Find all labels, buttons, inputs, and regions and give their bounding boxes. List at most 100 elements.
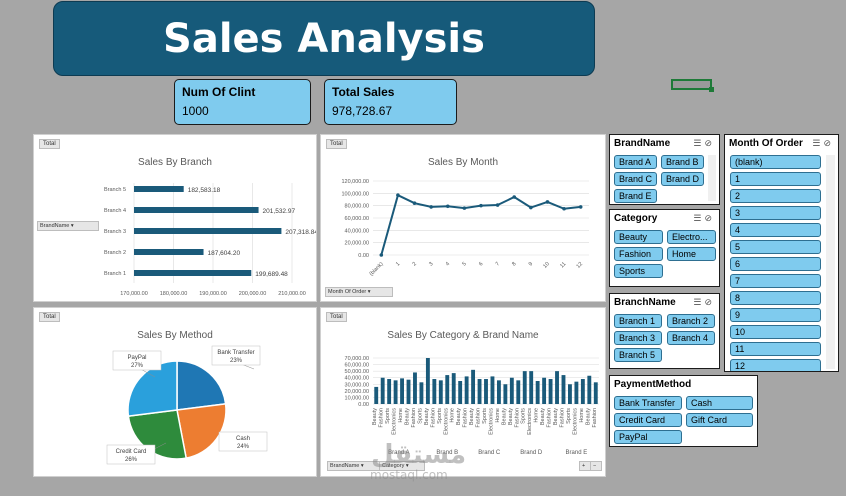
slicer-month-of-order[interactable]: Month Of Order ☰⊘ (blank) 1 2 3 4 5 6 7 8 9 10 11 12: [724, 134, 839, 372]
data-label: 187,604.20: [208, 250, 241, 257]
x-tick-label: Home: [398, 408, 404, 423]
slicer-branchname[interactable]: BranchName ☰⊘ Branch 1 Branch 2 Branch 3…: [609, 293, 720, 369]
slice-label: Credit Card: [116, 449, 147, 455]
bar: [522, 371, 527, 404]
kpi-value: 1000: [182, 104, 209, 118]
x-tick-label: Beauty: [456, 408, 462, 425]
slice-label: Cash: [236, 436, 250, 442]
x-tick-label: Beauty: [424, 408, 430, 425]
slicer-item[interactable]: Fashion: [614, 247, 663, 261]
slicer-brandname[interactable]: BrandName ☰⊘ Brand A Brand B Brand C Bra…: [609, 134, 720, 205]
pivot-field-button[interactable]: Total: [39, 312, 60, 322]
slicer-tools[interactable]: ☰⊘: [812, 138, 834, 149]
bar: [542, 377, 547, 404]
x-tick-label: 10: [542, 261, 551, 270]
selected-cell[interactable]: [671, 79, 714, 92]
slicer-item[interactable]: Sports: [614, 264, 663, 278]
x-tick-label: Electronics: [527, 408, 533, 435]
slicer-item[interactable]: Beauty: [614, 230, 663, 244]
slicer-category[interactable]: Category ☰⊘ Beauty Electro... Fashion Ho…: [609, 209, 720, 287]
collapse-button[interactable]: −: [590, 461, 602, 471]
bar: [471, 369, 476, 404]
slicer-item[interactable]: Bank Transfer: [614, 396, 682, 410]
field-filter-button[interactable]: BrandName ▾: [37, 221, 99, 231]
slicer-paymentmethod[interactable]: PaymentMethod Bank Transfer Cash Credit …: [609, 375, 758, 447]
x-tick-label: Beauty: [405, 408, 411, 425]
x-tick-label: Sports: [417, 408, 423, 424]
data-label: 182,583.18: [188, 187, 221, 194]
chart-title: Sales By Month: [427, 157, 499, 168]
slicer-item[interactable]: Brand E: [614, 189, 657, 203]
slicer-scrollbar[interactable]: [826, 155, 835, 369]
slicer-item[interactable]: Branch 4: [667, 331, 715, 345]
clear-filter-icon[interactable]: ⊘: [704, 138, 715, 148]
x-tick-label: Fashion: [559, 408, 565, 428]
chart-sales-by-category-brand[interactable]: Total Sales By Category & Brand Name 0.0…: [320, 307, 606, 477]
bar: [490, 376, 495, 404]
pivot-field-button[interactable]: Total: [326, 139, 347, 149]
bar: [484, 379, 488, 404]
clear-filter-icon[interactable]: ⊘: [704, 297, 715, 307]
slicer-item[interactable]: Home: [667, 247, 716, 261]
x-tick-label: Sports: [385, 408, 391, 424]
slicer-item[interactable]: Brand D: [661, 172, 704, 186]
slicer-item[interactable]: Branch 5: [614, 348, 662, 362]
x-tick-label: 180,000.00: [160, 291, 188, 297]
chart-sales-by-month[interactable]: Total Sales By Month Month Of Order ▾ 0.…: [320, 134, 606, 302]
slicer-item[interactable]: Electro...: [667, 230, 716, 244]
slicer-item[interactable]: 7: [730, 274, 821, 288]
slicer-item[interactable]: 12: [730, 359, 821, 371]
clear-filter-icon[interactable]: ⊘: [704, 213, 715, 223]
multi-select-icon[interactable]: ☰: [812, 138, 824, 148]
slicer-item[interactable]: Branch 2: [667, 314, 715, 328]
chart-sales-by-method[interactable]: Total Sales By Method Bank Transfer 23% Ca…: [33, 307, 317, 477]
x-tick-label: Beauty: [372, 408, 378, 425]
multi-select-icon[interactable]: ☰: [693, 138, 705, 148]
data-point: [562, 206, 566, 211]
label-box: [112, 350, 162, 371]
bar: [380, 377, 385, 404]
slicer-tools[interactable]: ☰⊘: [693, 297, 715, 308]
x-tick-label: 1: [395, 261, 401, 267]
bar: [458, 381, 463, 404]
slicer-item[interactable]: 11: [730, 342, 821, 356]
multi-select-icon[interactable]: ☰: [693, 297, 705, 307]
field-filter-button[interactable]: Category ▾: [379, 461, 425, 471]
slicer-item[interactable]: Brand A: [614, 155, 657, 169]
slicer-item[interactable]: 2: [730, 189, 821, 203]
slicer-tools[interactable]: ☰⊘: [693, 213, 715, 224]
slicer-item[interactable]: 4: [730, 223, 821, 237]
multi-select-icon[interactable]: ☰: [693, 213, 705, 223]
slicer-item[interactable]: Brand C: [614, 172, 657, 186]
slicer-item[interactable]: 5: [730, 240, 821, 254]
slicer-item[interactable]: Cash: [686, 396, 753, 410]
chart-title: Sales By Method: [137, 330, 213, 341]
slicer-item[interactable]: 9: [730, 308, 821, 322]
slicer-item[interactable]: Branch 3: [614, 331, 662, 345]
field-filter-button[interactable]: Month Of Order ▾: [325, 287, 393, 297]
slicer-scrollbar[interactable]: [708, 155, 716, 201]
slicer-item[interactable]: 10: [730, 325, 821, 339]
bar: [548, 379, 553, 404]
page-title: Sales Analysis: [163, 15, 485, 62]
pivot-field-button[interactable]: Total: [326, 312, 347, 322]
slicer-item[interactable]: Gift Card: [686, 413, 753, 427]
slicer-item[interactable]: Credit Card: [614, 413, 682, 427]
slicer-item[interactable]: Brand B: [661, 155, 704, 169]
slicer-item[interactable]: Branch 1: [614, 314, 662, 328]
slicer-tools[interactable]: ☰⊘: [693, 138, 715, 149]
slicer-item[interactable]: (blank): [730, 155, 821, 169]
slicer-item[interactable]: 3: [730, 206, 821, 220]
slicer-item[interactable]: 8: [730, 291, 821, 305]
slicer-item[interactable]: PayPal: [614, 430, 682, 444]
slicer-header: PaymentMethod: [614, 379, 692, 390]
x-tick-label: Beauty: [553, 408, 559, 425]
bar: [406, 379, 411, 404]
slicer-item[interactable]: 1: [730, 172, 821, 186]
chart-sales-by-branch[interactable]: Total Sales By Branch BrandName ▾ 170,00…: [33, 134, 317, 302]
y-tick-label: Branch 3: [104, 229, 126, 235]
clear-filter-icon[interactable]: ⊘: [823, 138, 834, 148]
slicer-item[interactable]: 6: [730, 257, 821, 271]
y-tick-label: 60,000.00: [345, 363, 369, 369]
pivot-field-button[interactable]: Total: [39, 139, 60, 149]
